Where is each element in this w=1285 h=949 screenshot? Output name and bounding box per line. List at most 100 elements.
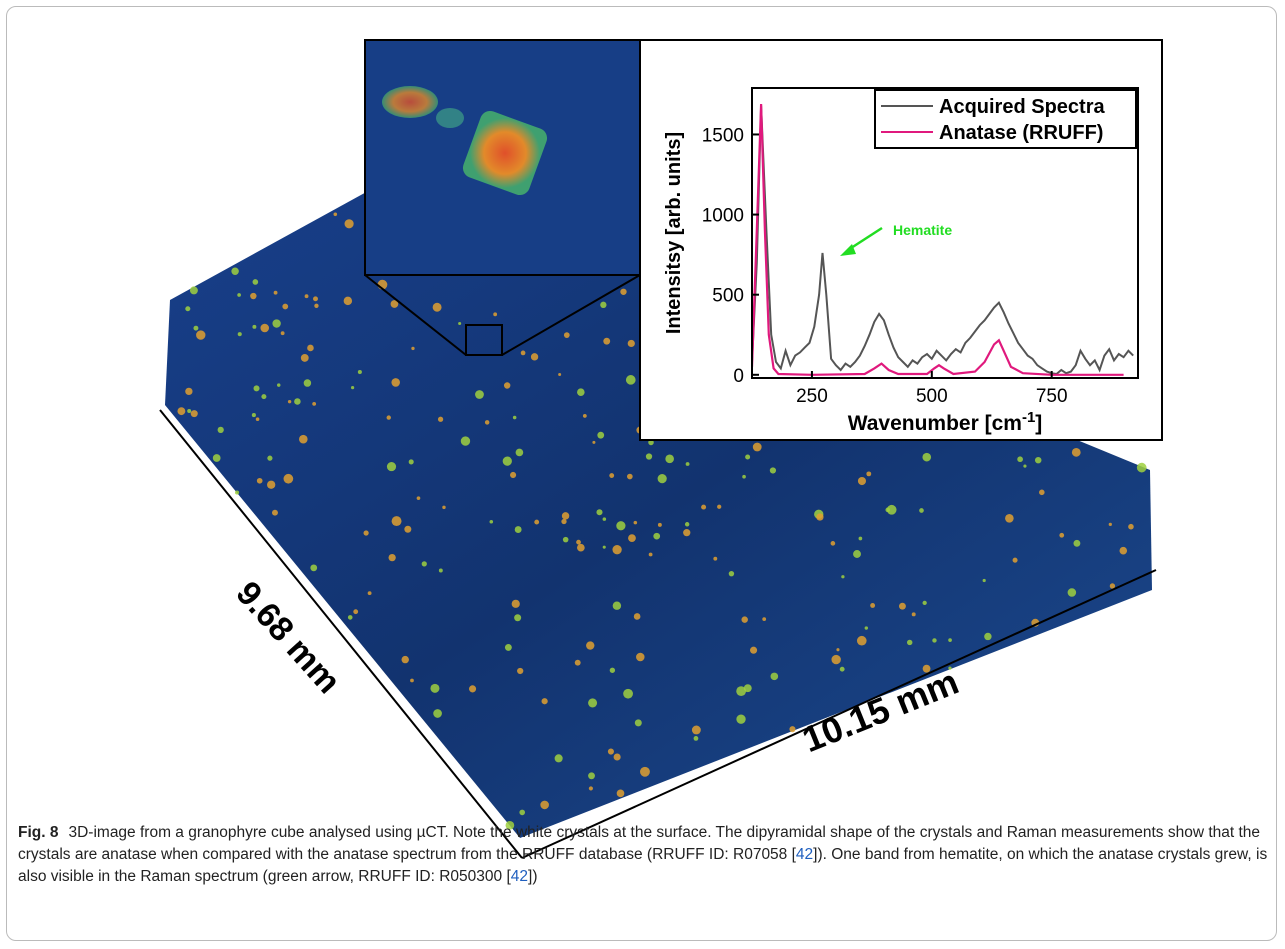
crystal [387, 415, 391, 419]
crystal [304, 379, 311, 386]
crystal [504, 382, 510, 388]
crystal [485, 420, 490, 425]
crystal [256, 417, 260, 421]
crystal [628, 340, 635, 347]
crystal [314, 304, 318, 308]
crystal [789, 726, 795, 732]
crystal [252, 325, 256, 329]
crystal [358, 370, 362, 374]
crystal [563, 537, 569, 543]
crystal [887, 505, 897, 515]
annotation: Hematite [893, 222, 952, 238]
crystal [433, 709, 442, 718]
crystal [274, 291, 278, 295]
crystal [742, 475, 746, 479]
crystal [187, 409, 191, 413]
crystal [614, 753, 621, 760]
crystal [771, 673, 779, 681]
crystal [753, 443, 762, 452]
legend-label: Anatase (RRUFF) [939, 122, 1103, 144]
crystal [1073, 540, 1080, 547]
crystal [310, 564, 317, 571]
crystal [1039, 490, 1045, 496]
crystal [717, 505, 721, 509]
crystal [430, 684, 439, 693]
crystal [692, 726, 701, 735]
crystal [770, 467, 776, 473]
crystal [683, 529, 690, 536]
crystal [301, 354, 309, 362]
page: 9.68 mm 10.15 mm 050010001500250500750In… [0, 0, 1285, 949]
crystal [231, 268, 238, 275]
crystal [493, 312, 497, 316]
crystal [816, 513, 823, 520]
crystal [253, 279, 259, 285]
crystal [865, 626, 868, 629]
crystal [831, 655, 840, 664]
crystal [1137, 463, 1147, 473]
crystal [658, 523, 662, 527]
crystal [741, 616, 747, 622]
crystal [442, 506, 445, 509]
crystal [312, 402, 316, 406]
crystal [267, 456, 272, 461]
crystal [635, 719, 642, 726]
crystal [351, 386, 354, 389]
crystal [503, 457, 512, 466]
crystal [859, 537, 863, 541]
crystal [555, 754, 563, 762]
crystal [1109, 523, 1112, 526]
crystal [694, 736, 699, 741]
crystal [745, 455, 750, 460]
crystal [267, 481, 275, 489]
crystal [237, 293, 241, 297]
crystal [603, 546, 606, 549]
crystal [516, 449, 524, 457]
crystal [515, 526, 522, 533]
crystal [281, 331, 285, 335]
crystal [600, 302, 606, 308]
crystal [436, 108, 464, 128]
crystal [592, 441, 595, 444]
crystal [907, 640, 912, 645]
figure-label: Fig. 8 [18, 824, 58, 841]
crystal [983, 579, 986, 582]
crystal [490, 520, 494, 524]
crystal [762, 617, 766, 621]
crystal [368, 591, 372, 595]
crystal [636, 653, 645, 662]
crystal [213, 454, 221, 462]
crystal [923, 601, 927, 605]
crystal [634, 521, 638, 525]
crystal [261, 394, 266, 399]
crystal [191, 410, 198, 417]
crystal [617, 790, 625, 798]
crystal [597, 432, 604, 439]
y-tick-label: 0 [733, 366, 744, 387]
crystal [294, 398, 301, 405]
crystal [1068, 588, 1077, 597]
crystal [922, 453, 931, 462]
crystal [238, 332, 242, 336]
crystal [640, 767, 650, 777]
crystal [438, 417, 443, 422]
crystal [653, 533, 660, 540]
crystal [1119, 547, 1127, 555]
crystal [1017, 456, 1023, 462]
crystal [185, 388, 192, 395]
crystal [577, 544, 585, 552]
crystal [613, 601, 621, 609]
crystal [948, 638, 952, 642]
crystal [841, 575, 844, 578]
crystal [586, 641, 594, 649]
crystal [277, 383, 280, 386]
crystal [185, 306, 190, 311]
reference: 42 [796, 846, 813, 863]
crystal [254, 385, 260, 391]
crystal [193, 326, 198, 331]
crystal [608, 748, 614, 754]
crystal [1005, 514, 1014, 523]
crystal [458, 322, 461, 325]
crystal [512, 600, 520, 608]
crystal [334, 213, 338, 217]
